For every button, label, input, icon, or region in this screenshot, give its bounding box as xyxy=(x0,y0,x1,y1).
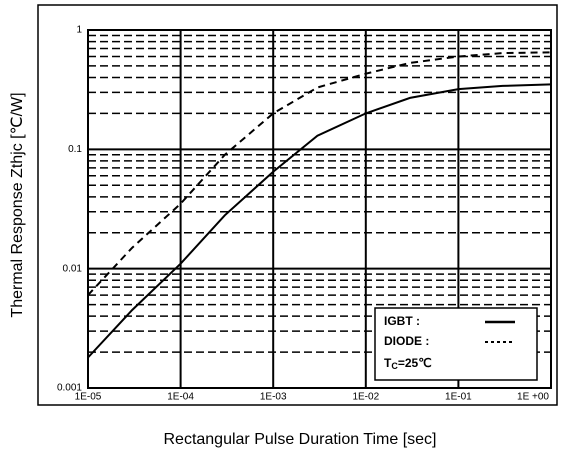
y-tick-label: 0.1 xyxy=(68,144,82,155)
x-tick-label: 1E-04 xyxy=(167,392,194,403)
x-tick-label: 1E-01 xyxy=(445,392,472,403)
legend-label: IGBT : xyxy=(384,314,420,328)
x-axis-title: Rectangular Pulse Duration Time [sec] xyxy=(163,431,436,448)
legend-label: DIODE : xyxy=(384,334,429,348)
y-tick-label: 0.01 xyxy=(63,263,83,274)
annotation-part: C xyxy=(391,361,398,371)
x-tick-label: 1E-02 xyxy=(352,392,379,403)
y-tick-label: 1 xyxy=(76,25,82,36)
annotation-part: T xyxy=(384,356,392,370)
plot-border xyxy=(87,29,552,389)
y-axis-title: Thermal Response Zthjc [℃/W] xyxy=(9,92,26,317)
series-line xyxy=(87,83,552,359)
legend: IGBT : DIODE : TC=25℃ xyxy=(374,307,538,381)
annotation-part: =25℃ xyxy=(398,356,432,370)
series-line xyxy=(87,51,552,296)
annotation: TC=25℃ xyxy=(384,356,432,371)
frame xyxy=(37,4,558,406)
x-tick-label: 1E-03 xyxy=(260,392,287,403)
legend-box xyxy=(374,307,538,381)
x-tick-label: 1E +00 xyxy=(517,392,549,403)
x-tick-label: 1E-05 xyxy=(75,392,102,403)
lines xyxy=(87,51,552,359)
y-tick-label: 0.001 xyxy=(57,383,82,394)
